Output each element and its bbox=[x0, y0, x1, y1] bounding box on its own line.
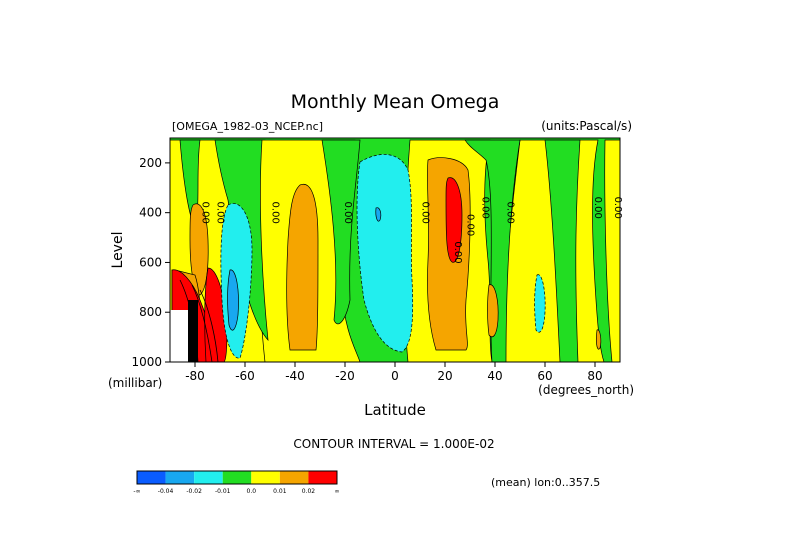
region-green-e bbox=[544, 139, 581, 362]
colorbar-segment bbox=[194, 471, 223, 484]
chart-title: Monthly Mean Omega bbox=[291, 91, 500, 113]
y-tick-label: 800 bbox=[139, 305, 162, 319]
contour-labels: 0.00 0.00 0.00 0.000.000.00 0.00 0.00 0.000.00… bbox=[200, 197, 624, 264]
colorbar-label: -0.02 bbox=[186, 488, 202, 495]
contour-line bbox=[179, 279, 199, 362]
region-orange-40s bbox=[286, 183, 319, 351]
contour-label: 0.00 bbox=[505, 202, 516, 224]
plot-area bbox=[169, 137, 621, 363]
source-label: [OMEGA_1982-03_NCEP.nc] bbox=[172, 120, 323, 133]
colorbar-label: ∞ bbox=[335, 488, 340, 495]
y-axis-unit: (millibar) bbox=[108, 376, 162, 390]
colorbar-label: -0.01 bbox=[215, 488, 231, 495]
region-blue-65s bbox=[227, 269, 239, 331]
missing-data-block bbox=[170, 310, 188, 362]
contour-label: 0.00 bbox=[480, 197, 491, 219]
colorbar-segment bbox=[308, 471, 337, 484]
region-cyan-55n bbox=[534, 274, 546, 333]
y-axis-ticks: 200 400 600 800 1000 bbox=[131, 156, 170, 369]
x-axis-unit: (degrees_north) bbox=[538, 383, 634, 397]
contour-label: 0.00 bbox=[270, 202, 281, 224]
x-tick-label: -80 bbox=[185, 369, 205, 383]
contour-interval-text: CONTOUR INTERVAL = 1.000E-02 bbox=[293, 437, 494, 451]
contour-label: 0.00 bbox=[420, 202, 431, 224]
contour-label: 0.00 bbox=[452, 241, 463, 263]
contour-line bbox=[191, 284, 213, 362]
region-orange-40n bbox=[487, 284, 499, 338]
colorbar-label: 0.01 bbox=[273, 488, 287, 495]
x-tick-label: 60 bbox=[537, 369, 552, 383]
y-axis-title: Level bbox=[110, 232, 126, 269]
contour-label: 0.00 bbox=[592, 197, 603, 219]
contour-label: 0.00 bbox=[465, 214, 476, 236]
x-tick-label: -60 bbox=[235, 369, 255, 383]
y-tick-label: 600 bbox=[139, 255, 162, 269]
region-orange-85n bbox=[595, 329, 602, 350]
contour-label: 0.00 bbox=[342, 202, 353, 224]
region-red-20n bbox=[445, 177, 463, 263]
x-tick-label: 0 bbox=[391, 369, 399, 383]
colorbar-segment bbox=[165, 471, 195, 484]
mean-text: (mean) lon:0..357.5 bbox=[491, 476, 600, 489]
colorbar-label: -0.04 bbox=[158, 488, 174, 495]
colorbar-label: 0.0 bbox=[247, 488, 257, 495]
y-tick-label: 200 bbox=[139, 156, 162, 170]
x-tick-label: -40 bbox=[285, 369, 305, 383]
x-tick-label: 40 bbox=[487, 369, 502, 383]
colorbar-label: 0.02 bbox=[302, 488, 316, 495]
x-tick-label: -20 bbox=[335, 369, 355, 383]
region-green-c bbox=[321, 139, 361, 325]
contour-line bbox=[199, 289, 219, 362]
region-cyan-equator bbox=[356, 154, 414, 353]
region-orange-sp bbox=[189, 203, 209, 296]
x-tick-label: 80 bbox=[587, 369, 602, 383]
colorbar: -∞ -0.04 -0.02 -0.01 0.0 0.01 0.02 ∞ bbox=[133, 470, 340, 495]
x-axis-title: Latitude bbox=[364, 401, 426, 419]
colorbar-segment bbox=[137, 471, 166, 484]
y-tick-label: 400 bbox=[139, 206, 162, 220]
x-axis-ticks: -80 -60 -40 -20 0 20 40 60 80 bbox=[185, 362, 603, 383]
dense-contour-block bbox=[188, 300, 198, 362]
colorbar-frame bbox=[136, 470, 338, 485]
colorbar-segment bbox=[279, 471, 309, 484]
contour-label: 0.00 bbox=[215, 202, 226, 224]
x-tick-label: 20 bbox=[437, 369, 452, 383]
region-blue-7s bbox=[375, 207, 382, 222]
contour-label: 0.00 bbox=[200, 202, 211, 224]
colorbar-segment bbox=[222, 471, 252, 484]
contour-label: 0.00 bbox=[612, 197, 623, 219]
colorbar-segment bbox=[251, 471, 280, 484]
units-label: (units:Pascal/s) bbox=[541, 119, 632, 133]
colorbar-label: -∞ bbox=[133, 488, 140, 495]
y-tick-label: 1000 bbox=[131, 355, 162, 369]
